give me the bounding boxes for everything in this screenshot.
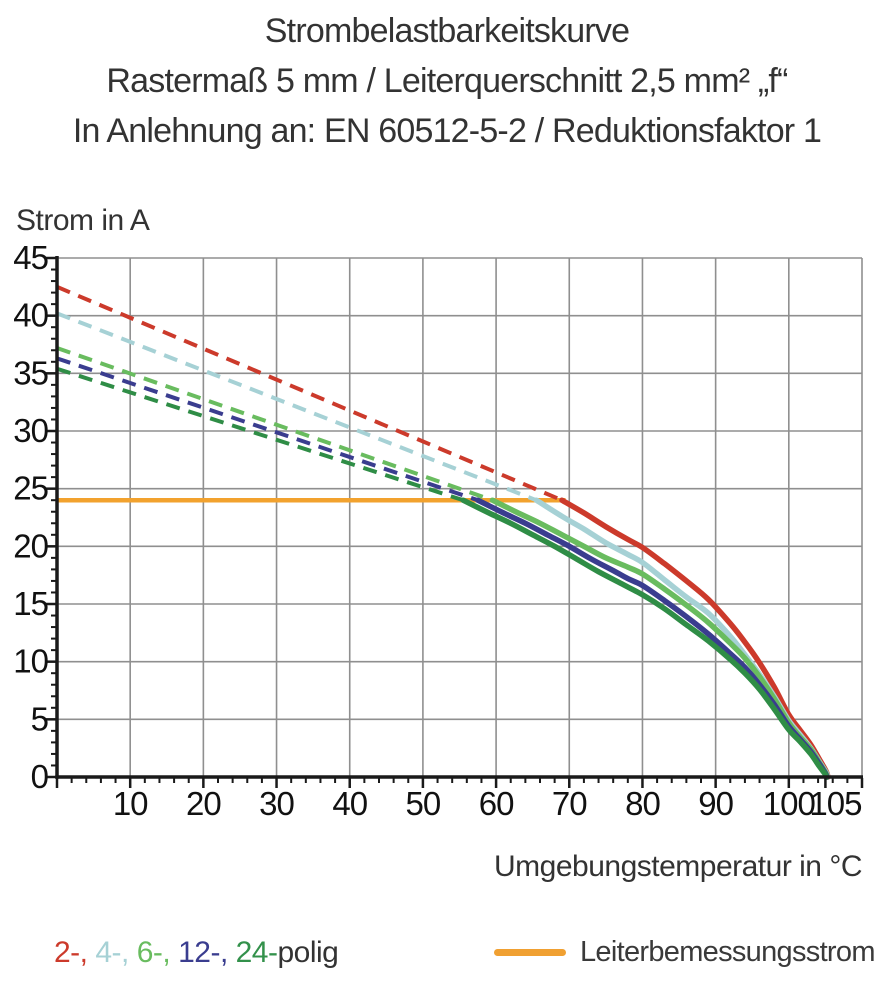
series-dashed-4-polig: [56, 311, 538, 503]
x-tick-label: 90: [698, 785, 733, 822]
x-tick-label: 100: [763, 785, 816, 822]
legend-pole-4: 4-,: [95, 936, 137, 969]
x-axis-title: Umgebungstemperatur in °C: [493, 850, 863, 883]
y-tick-label: 45: [13, 239, 48, 276]
series-solid-12-polig: [475, 497, 830, 780]
x-tick-label: 70: [552, 785, 587, 822]
x-tick-label: 80: [625, 785, 660, 822]
y-tick-label: 5: [31, 700, 48, 737]
x-tick-label: 30: [259, 785, 294, 822]
x-tick-label: 40: [332, 785, 367, 822]
y-tick-label: 0: [31, 758, 49, 795]
y-tick-label: 40: [13, 297, 48, 334]
rated-current-label: Leiterbemessungsstrom: [580, 936, 875, 968]
poles-legend: 2-, 4-, 6-, 12-, 24-polig: [54, 936, 339, 970]
rated-current-legend: Leiterbemessungsstrom: [494, 936, 875, 969]
title-line-3: In Anlehnung an: EN 60512-5-2 / Reduktio…: [72, 112, 822, 150]
x-tick-label: 60: [479, 785, 514, 822]
legend-pole-suffix: polig: [277, 936, 339, 969]
y-tick-label: 20: [13, 527, 48, 564]
title-line-1: Strombelastbarkeitskurve: [264, 12, 630, 50]
chart-title-block: Strombelastbarkeitskurve Rastermaß 5 mm …: [0, 6, 894, 156]
y-axis-title: Strom in A: [16, 204, 150, 237]
x-tick-label: 50: [406, 785, 441, 822]
legend-pole-2: 2-,: [54, 936, 96, 969]
series-dashed-6-polig: [56, 346, 494, 503]
series-dashed-12-polig: [56, 356, 479, 503]
title-line-2: Rastermaß 5 mm / Leiterquerschnitt 2,5 m…: [106, 62, 788, 100]
x-tick-label: 10: [113, 785, 148, 822]
y-tick-label: 35: [13, 354, 48, 391]
y-tick-label: 10: [13, 643, 48, 680]
y-tick-label: 30: [13, 412, 48, 449]
legend-pole-12: 12-,: [178, 936, 236, 969]
series-solid-24-polig: [460, 497, 830, 780]
x-tick-label: 20: [186, 785, 221, 822]
rated-current-line-swatch: [494, 949, 566, 956]
series-dashed-24-polig: [56, 366, 464, 503]
x-tick-label: 105: [809, 785, 861, 822]
y-tick-label: 25: [13, 470, 48, 507]
legend-pole-24: 24-: [235, 936, 278, 969]
y-tick-label: 15: [13, 585, 48, 622]
legend-pole-6: 6-,: [136, 936, 179, 969]
